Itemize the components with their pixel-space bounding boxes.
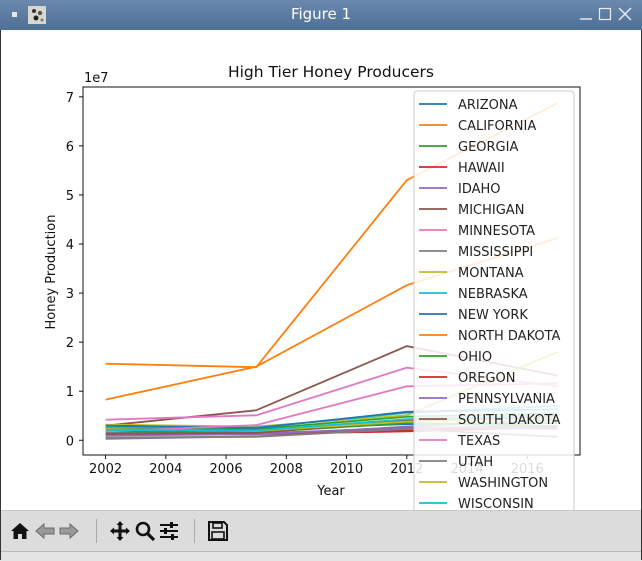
y-tick-label: 6 xyxy=(66,140,74,155)
legend-entry-label: MINNESOTA xyxy=(458,224,535,239)
arrow-left-icon xyxy=(35,522,55,540)
configure-subplots-button[interactable] xyxy=(157,519,181,543)
legend-entry-label: MICHIGAN xyxy=(458,203,524,218)
line-chart: High Tier Honey Producers 1e7 Year Honey… xyxy=(44,63,581,520)
legend-entry-label: HAWAII xyxy=(458,161,505,176)
x-axis-label: Year xyxy=(316,484,345,499)
x-tick-label: 2002 xyxy=(89,462,122,477)
move-icon xyxy=(110,521,130,541)
y-axis-label: Honey Production xyxy=(44,215,59,330)
legend-entry-label: SOUTH DAKOTA xyxy=(458,413,561,428)
close-icon[interactable] xyxy=(618,7,632,21)
y-offset-text: 1e7 xyxy=(84,71,109,86)
legend-entry-label: ARIZONA xyxy=(458,98,518,113)
legend-entry-label: GEORGIA xyxy=(458,140,518,155)
legend-entry-label: OREGON xyxy=(458,371,516,386)
legend-entry-label: PENNSYLVANIA xyxy=(458,392,555,407)
back-button[interactable] xyxy=(33,519,57,543)
matplotlib-app-icon xyxy=(28,6,46,24)
home-icon xyxy=(11,523,29,539)
y-tick-label: 5 xyxy=(66,189,74,204)
window-titlebar[interactable]: Figure 1 xyxy=(0,0,642,30)
legend-entry-label: UTAH xyxy=(458,455,493,470)
zoom-button[interactable] xyxy=(133,519,157,543)
axes-frame xyxy=(82,86,581,456)
toolbar-separator xyxy=(194,519,195,543)
legend-entry-label: MONTANA xyxy=(458,266,524,281)
legend-entry-label: MISSISSIPPI xyxy=(458,245,533,260)
legend-entry-label: OHIO xyxy=(458,350,492,365)
y-tick-label: 2 xyxy=(66,336,74,351)
chart-title: High Tier Honey Producers xyxy=(228,63,434,81)
pan-button[interactable] xyxy=(108,519,132,543)
legend-entry-label: WASHINGTON xyxy=(458,476,548,491)
y-tick-label: 4 xyxy=(66,238,74,253)
legend-entry-label: NEBRASKA xyxy=(458,287,528,302)
navigation-toolbar xyxy=(0,510,642,551)
x-tick-label: 2008 xyxy=(270,462,303,477)
floppy-disk-icon xyxy=(208,521,228,541)
y-tick-label: 7 xyxy=(66,91,74,106)
legend-entry-label: NEW YORK xyxy=(458,308,528,323)
legend-entry-label: TEXAS xyxy=(457,434,500,449)
save-button[interactable] xyxy=(206,519,230,543)
y-tick-label: 3 xyxy=(66,287,74,302)
legend-entry-label: WISCONSIN xyxy=(458,497,534,510)
x-tick-label: 2010 xyxy=(330,462,363,477)
y-tick-label: 1 xyxy=(66,385,74,400)
x-tick-label: 2006 xyxy=(210,462,243,477)
arrow-right-icon xyxy=(59,522,79,540)
figure-canvas[interactable]: High Tier Honey Producers 1e7 Year Honey… xyxy=(0,30,642,520)
status-bar xyxy=(0,551,642,561)
forward-button[interactable] xyxy=(57,519,81,543)
window-title: Figure 1 xyxy=(290,5,352,23)
home-button[interactable] xyxy=(8,519,32,543)
legend-entry-label: NORTH DAKOTA xyxy=(458,329,561,344)
sliders-icon xyxy=(160,522,178,540)
window-menu-icon[interactable] xyxy=(12,12,17,17)
legend-entry-label: CALIFORNIA xyxy=(458,119,536,134)
legend-entry-label: IDAHO xyxy=(458,182,501,197)
toolbar-separator xyxy=(96,519,97,543)
maximize-icon[interactable] xyxy=(598,7,612,21)
magnifier-icon xyxy=(135,521,156,542)
legend: ARIZONA CALIFORNIA GEORGIA HAWAII IDAHO MICHI… xyxy=(413,90,575,520)
x-tick-label: 2004 xyxy=(149,462,182,477)
y-tick-label: 0 xyxy=(66,434,74,449)
window-border-left xyxy=(0,30,1,560)
minimize-icon[interactable] xyxy=(579,7,593,21)
